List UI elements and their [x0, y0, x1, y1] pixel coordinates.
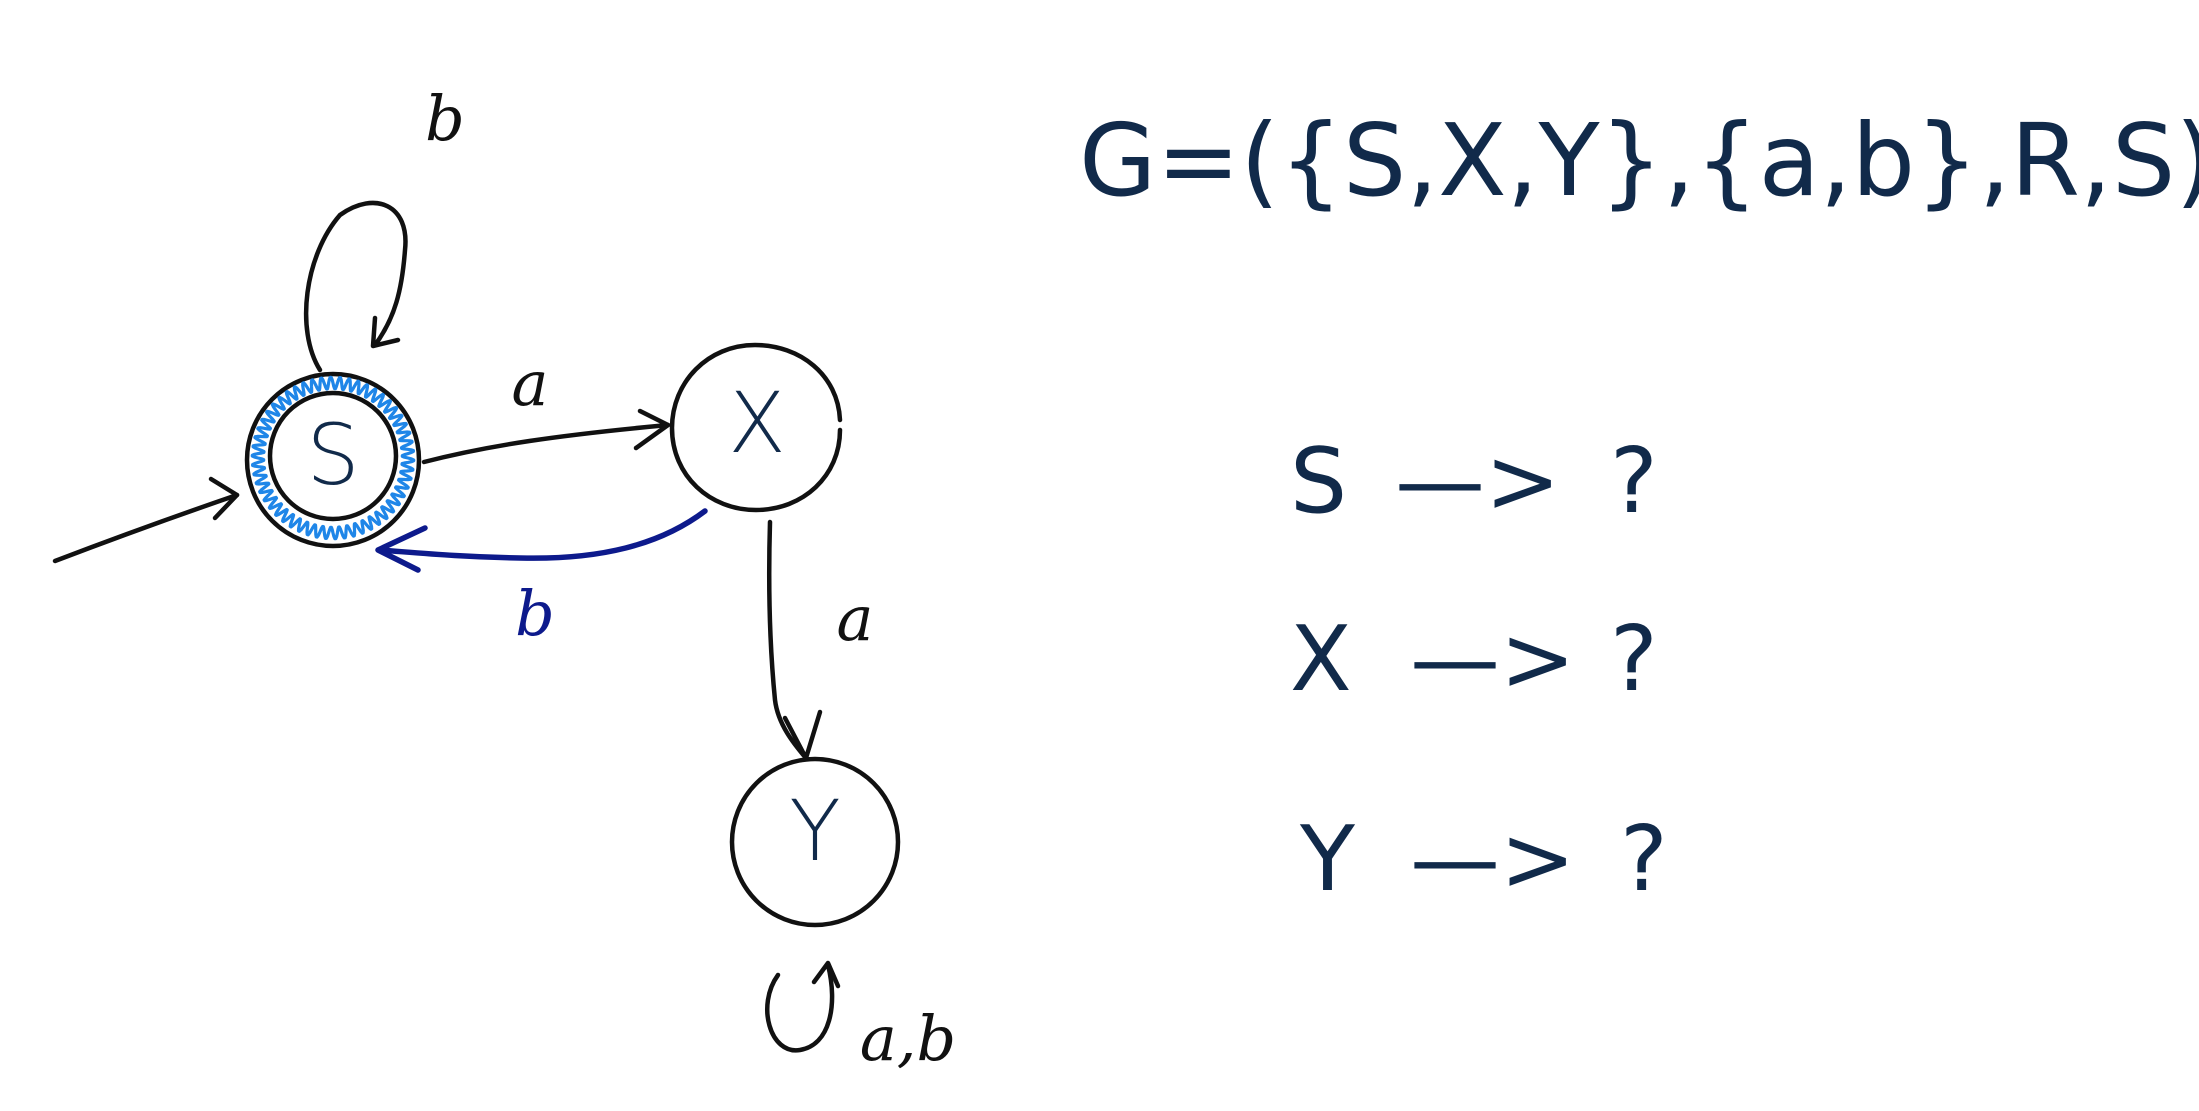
transition-x-s-b: b: [375, 508, 708, 650]
state-s-label: S: [306, 406, 359, 504]
state-y: Y: [729, 756, 901, 928]
rule-x: X —> ?: [1290, 607, 1658, 712]
rule-x-lhs: X: [1290, 607, 1352, 712]
rule-s: S —> ?: [1290, 429, 1658, 534]
state-s-outer-circle: [244, 371, 422, 549]
state-s-inner-circle: [267, 390, 399, 522]
rule-y: Y —> ?: [1299, 807, 1668, 912]
rule-y-arrow: —>: [1410, 807, 1575, 912]
rule-y-lhs: Y: [1299, 807, 1356, 912]
transition-x-y-label: a: [837, 582, 874, 655]
state-x-label: X: [728, 374, 786, 472]
state-y-label: Y: [789, 782, 840, 880]
transition-x-y-a: a: [766, 519, 874, 761]
transition-s-x-a: a: [421, 347, 671, 465]
rule-x-arrow: —>: [1410, 607, 1575, 712]
grammar-definition: G=({S,X,Y},{a,b},R,S): [1079, 102, 2199, 219]
state-s-accepting-squiggle: [250, 375, 416, 541]
rule-y-rhs: ?: [1620, 807, 1668, 912]
transition-s-x-label: a: [512, 347, 549, 420]
state-s: S: [244, 371, 422, 549]
state-x: X: [669, 342, 843, 513]
rule-s-lhs: S: [1290, 429, 1347, 534]
rule-s-rhs: ?: [1610, 429, 1658, 534]
state-y-circle: [729, 756, 901, 928]
transition-y-y-ab: a,b: [765, 960, 956, 1075]
transition-s-s-label: b: [425, 82, 465, 155]
transition-s-s-b: b: [303, 82, 465, 373]
transition-y-y-label: a,b: [860, 1002, 956, 1075]
start-arrow: [52, 476, 240, 564]
state-x-circle: [669, 342, 843, 513]
transition-x-s-label: b: [515, 577, 555, 650]
rule-x-rhs: ?: [1610, 607, 1658, 712]
rule-s-arrow: —>: [1395, 429, 1560, 534]
